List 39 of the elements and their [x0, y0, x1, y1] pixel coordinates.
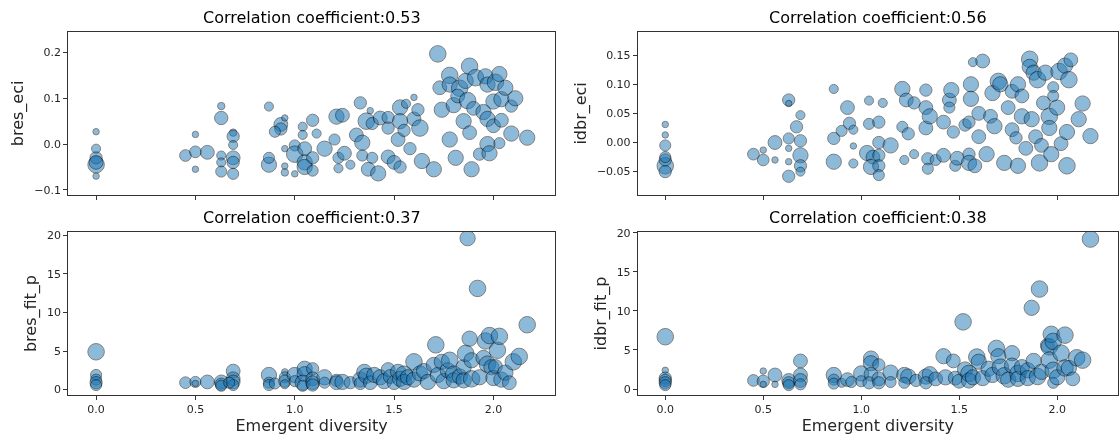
y-tick-label: 0.0: [43, 137, 62, 151]
x-tick-label: 2.0: [484, 403, 503, 417]
y-tick-label: 0.00: [606, 136, 631, 150]
x-axis-title: Emergent diversity: [801, 416, 955, 436]
chart-title: Correlation coefficient:0.53: [203, 8, 421, 27]
y-tick-label: −0.1: [34, 183, 62, 197]
y-tick-label: 0.2: [43, 46, 62, 60]
y-tick-label: 20: [47, 228, 62, 242]
y-tick-label: 0.15: [606, 49, 631, 63]
x-tick-label: 0.0: [87, 403, 105, 417]
x-axis-title: Emergent diversity: [235, 416, 388, 436]
y-axis-title: idbr_fit_p: [590, 276, 611, 351]
x-tick-label: 2.0: [1048, 403, 1066, 417]
y-tick-label: 15: [47, 267, 62, 281]
y-tick-label: 15: [616, 265, 631, 279]
x-tick-label: 1.5: [385, 403, 403, 417]
y-tick-label: 0.10: [606, 78, 631, 92]
y-tick-label: 0.1: [43, 92, 62, 106]
y-tick-label: 10: [616, 304, 631, 318]
y-tick-label: 5: [623, 343, 631, 357]
chart-title: Correlation coefficient:0.38: [769, 208, 987, 227]
y-axis-title: bres_eci: [8, 80, 29, 147]
y-axis-title: idbr_eci: [570, 82, 591, 145]
x-tick-label: 1.0: [852, 403, 870, 417]
y-tick-label: 10: [47, 306, 62, 320]
chart-title: Correlation coefficient:0.37: [203, 208, 421, 227]
chart-title: Correlation coefficient:0.56: [769, 8, 987, 27]
x-tick-label: 0.5: [186, 403, 205, 417]
y-tick-label: 20: [616, 226, 631, 240]
y-tick-label: 0: [54, 383, 62, 397]
y-tick-label: −0.05: [596, 165, 631, 179]
y-tick-label: 0: [623, 382, 631, 396]
y-axis-title: bres_fit_p: [20, 275, 41, 353]
y-tick-label: 0.05: [606, 107, 631, 121]
x-tick-label: 1.0: [286, 403, 304, 417]
x-tick-label: 0.0: [656, 403, 675, 417]
y-tick-label: 5: [54, 344, 62, 358]
x-tick-label: 1.5: [950, 403, 968, 417]
x-tick-label: 0.5: [754, 403, 772, 417]
